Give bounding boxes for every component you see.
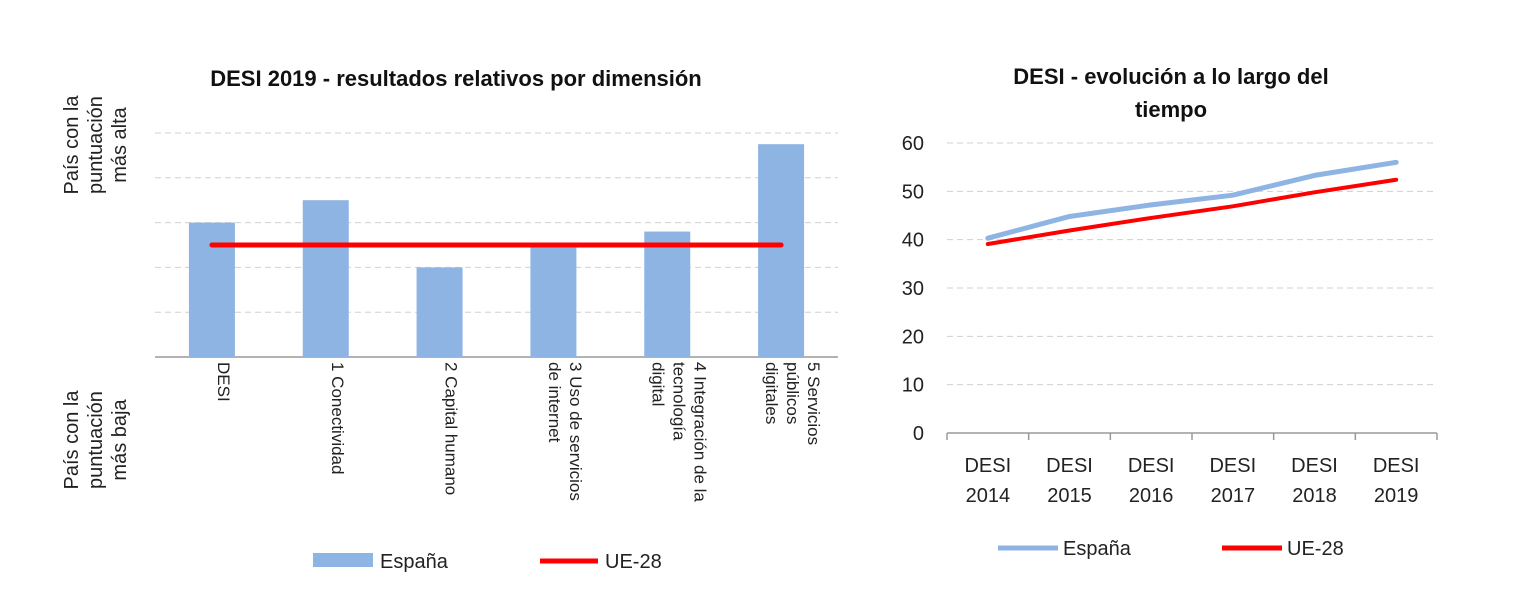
x-tick-label-line: 2014 xyxy=(966,485,1011,507)
chart-title: DESI - evolución a lo largo del tiempo xyxy=(1013,64,1328,122)
y-tick-label: 10 xyxy=(902,375,924,397)
y-tick-label: 0 xyxy=(913,423,924,445)
legend-label-espana: España xyxy=(1063,538,1132,560)
category-label-line: 2 Capital humano xyxy=(442,362,461,495)
ylabel-top-line: País con la xyxy=(61,95,83,195)
bar-espana xyxy=(530,245,577,357)
category-label: 4 Integración de latecnologíadigital xyxy=(648,362,709,502)
chart-title-line: DESI - evolución a lo largo del xyxy=(1013,64,1328,89)
x-tick-label: DESI 2018 xyxy=(1291,455,1338,507)
x-tick-label-line: DESI xyxy=(964,455,1011,477)
x-tick-label-line: 2015 xyxy=(1047,485,1092,507)
ylabel-top: País con la puntuación más alta xyxy=(61,95,131,195)
legend-label-espana: España xyxy=(380,551,449,573)
ylabel-bottom-line: puntuación xyxy=(85,391,107,489)
bar-espana xyxy=(758,144,805,357)
x-tick-label-line: 2018 xyxy=(1292,485,1337,507)
x-tick-label: DESI 2015 xyxy=(1046,455,1093,507)
x-tick-label-line: DESI xyxy=(1209,455,1256,477)
x-tick-label-line: 2017 xyxy=(1211,485,1256,507)
ylabel-bottom-line: más baja xyxy=(109,399,131,481)
category-label-line: digital xyxy=(648,362,667,406)
y-tick-label: 30 xyxy=(902,278,924,300)
category-label-line: 5 Servicios xyxy=(804,362,823,445)
y-tick-label: 50 xyxy=(902,181,924,203)
bar-espana xyxy=(644,231,691,357)
bar-espana xyxy=(302,200,349,357)
x-tick-label-line: DESI xyxy=(1373,455,1420,477)
category-label-line: tecnología xyxy=(669,362,688,441)
ylabel-top-line: puntuación xyxy=(85,96,107,194)
x-tick-label-line: DESI xyxy=(1291,455,1338,477)
x-tick-label: DESI 2017 xyxy=(1209,455,1256,507)
category-label: 3 Uso de serviciosde internet xyxy=(545,362,585,501)
y-tick-label: 60 xyxy=(902,133,924,155)
chart-title-line: tiempo xyxy=(1135,97,1207,122)
category-label-line: de internet xyxy=(545,362,564,443)
x-tick-label: DESI 2016 xyxy=(1128,455,1175,507)
legend-label-ue28: UE-28 xyxy=(1287,538,1344,560)
bar-chart-desi-2019: DESI 2019 - resultados relativos por dim… xyxy=(61,66,838,573)
line-chart-desi-evolution: DESI - evolución a lo largo del tiempo 0 10… xyxy=(902,64,1438,560)
category-label-line: 4 Integración de la xyxy=(690,362,709,502)
category-label-line: DESI xyxy=(214,362,233,402)
x-tick-label-line: 2019 xyxy=(1374,485,1419,507)
category-label-line: digitales xyxy=(762,362,781,424)
category-label: 1 Conectividad xyxy=(328,362,347,474)
ylabel-top-line: más alta xyxy=(109,106,131,182)
x-tick-label-line: DESI xyxy=(1046,455,1093,477)
x-tick-label-line: DESI xyxy=(1128,455,1175,477)
x-tick-label: DESI 2019 xyxy=(1373,455,1420,507)
category-label-line: 1 Conectividad xyxy=(328,362,347,474)
line-series-espana xyxy=(985,159,1399,241)
y-tick-label: 40 xyxy=(902,230,924,252)
category-label-line: públicos xyxy=(783,362,802,424)
ylabel-bottom: País con la puntuación más baja xyxy=(61,390,131,490)
ylabel-bottom-line: País con la xyxy=(61,390,83,490)
line-series-ue28 xyxy=(985,177,1399,247)
category-label: 5 Serviciospúblicosdigitales xyxy=(762,362,823,445)
category-label-line: 3 Uso de servicios xyxy=(566,362,585,501)
legend-swatch-espana xyxy=(313,553,373,567)
x-tick-label: DESI 2014 xyxy=(964,455,1011,507)
chart-title: DESI 2019 - resultados relativos por dim… xyxy=(210,66,702,91)
category-label: DESI xyxy=(214,362,233,402)
legend-label-ue28: UE-28 xyxy=(605,551,662,573)
y-tick-label: 20 xyxy=(902,326,924,348)
bar-espana xyxy=(416,267,463,357)
category-label: 2 Capital humano xyxy=(442,362,461,495)
x-tick-label-line: 2016 xyxy=(1129,485,1174,507)
